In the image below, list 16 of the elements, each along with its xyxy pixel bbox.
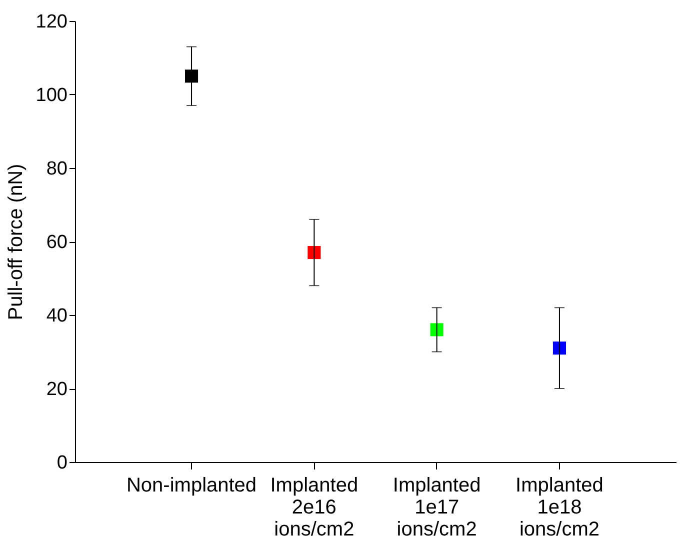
x-tick-label: Implanted 2e16 ions/cm2 bbox=[270, 474, 358, 540]
x-tick-label: Implanted 1e17 ions/cm2 bbox=[392, 474, 481, 540]
x-tick-label: Non-implanted bbox=[126, 474, 257, 496]
y-tick-label: 120 bbox=[36, 12, 68, 32]
y-tick-label: 60 bbox=[46, 232, 68, 253]
y-tick-label: 40 bbox=[46, 306, 68, 326]
y-axis-title: Pull-off force (nN) bbox=[4, 164, 27, 320]
point bbox=[430, 323, 444, 336]
y-tick-label: 100 bbox=[36, 85, 68, 106]
point bbox=[552, 342, 566, 355]
y-tick-label: 0 bbox=[56, 452, 68, 474]
y-tick-label: 20 bbox=[46, 379, 68, 400]
point bbox=[308, 246, 321, 260]
x-tick-label: Implanted 1e18 ions/cm2 bbox=[516, 474, 604, 540]
y-tick-label: 80 bbox=[46, 158, 68, 180]
point bbox=[185, 70, 198, 83]
